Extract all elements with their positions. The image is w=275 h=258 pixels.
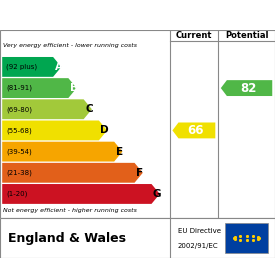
Text: (21-38): (21-38) <box>6 170 32 176</box>
Polygon shape <box>2 57 61 77</box>
Text: EU Directive: EU Directive <box>178 228 221 234</box>
Polygon shape <box>2 120 107 140</box>
Polygon shape <box>2 163 143 183</box>
Text: (69-80): (69-80) <box>6 106 32 112</box>
Text: B: B <box>70 83 78 93</box>
Polygon shape <box>2 184 160 204</box>
Text: F: F <box>136 168 143 178</box>
Text: E: E <box>116 147 123 157</box>
Text: C: C <box>85 104 93 114</box>
Text: 82: 82 <box>240 82 257 95</box>
Text: 2002/91/EC: 2002/91/EC <box>178 243 219 249</box>
Text: Current: Current <box>176 31 212 40</box>
Text: Potential: Potential <box>225 31 268 40</box>
Text: 66: 66 <box>188 124 204 137</box>
Text: (55-68): (55-68) <box>6 127 32 134</box>
Text: (39-54): (39-54) <box>6 148 32 155</box>
Text: (1-20): (1-20) <box>6 191 28 197</box>
Polygon shape <box>2 78 77 98</box>
Text: Energy Efficiency Rating: Energy Efficiency Rating <box>42 8 233 22</box>
Text: D: D <box>100 125 109 135</box>
Text: (92 plus): (92 plus) <box>6 64 37 70</box>
Bar <box>225 223 268 253</box>
Polygon shape <box>2 142 122 162</box>
Text: (81-91): (81-91) <box>6 85 32 91</box>
Text: A: A <box>54 62 62 72</box>
Text: England & Wales: England & Wales <box>8 231 126 245</box>
Polygon shape <box>2 99 92 119</box>
Text: Very energy efficient - lower running costs: Very energy efficient - lower running co… <box>3 43 137 48</box>
Text: G: G <box>153 189 161 199</box>
Polygon shape <box>172 123 215 138</box>
Text: Not energy efficient - higher running costs: Not energy efficient - higher running co… <box>3 208 137 213</box>
Polygon shape <box>221 80 272 96</box>
